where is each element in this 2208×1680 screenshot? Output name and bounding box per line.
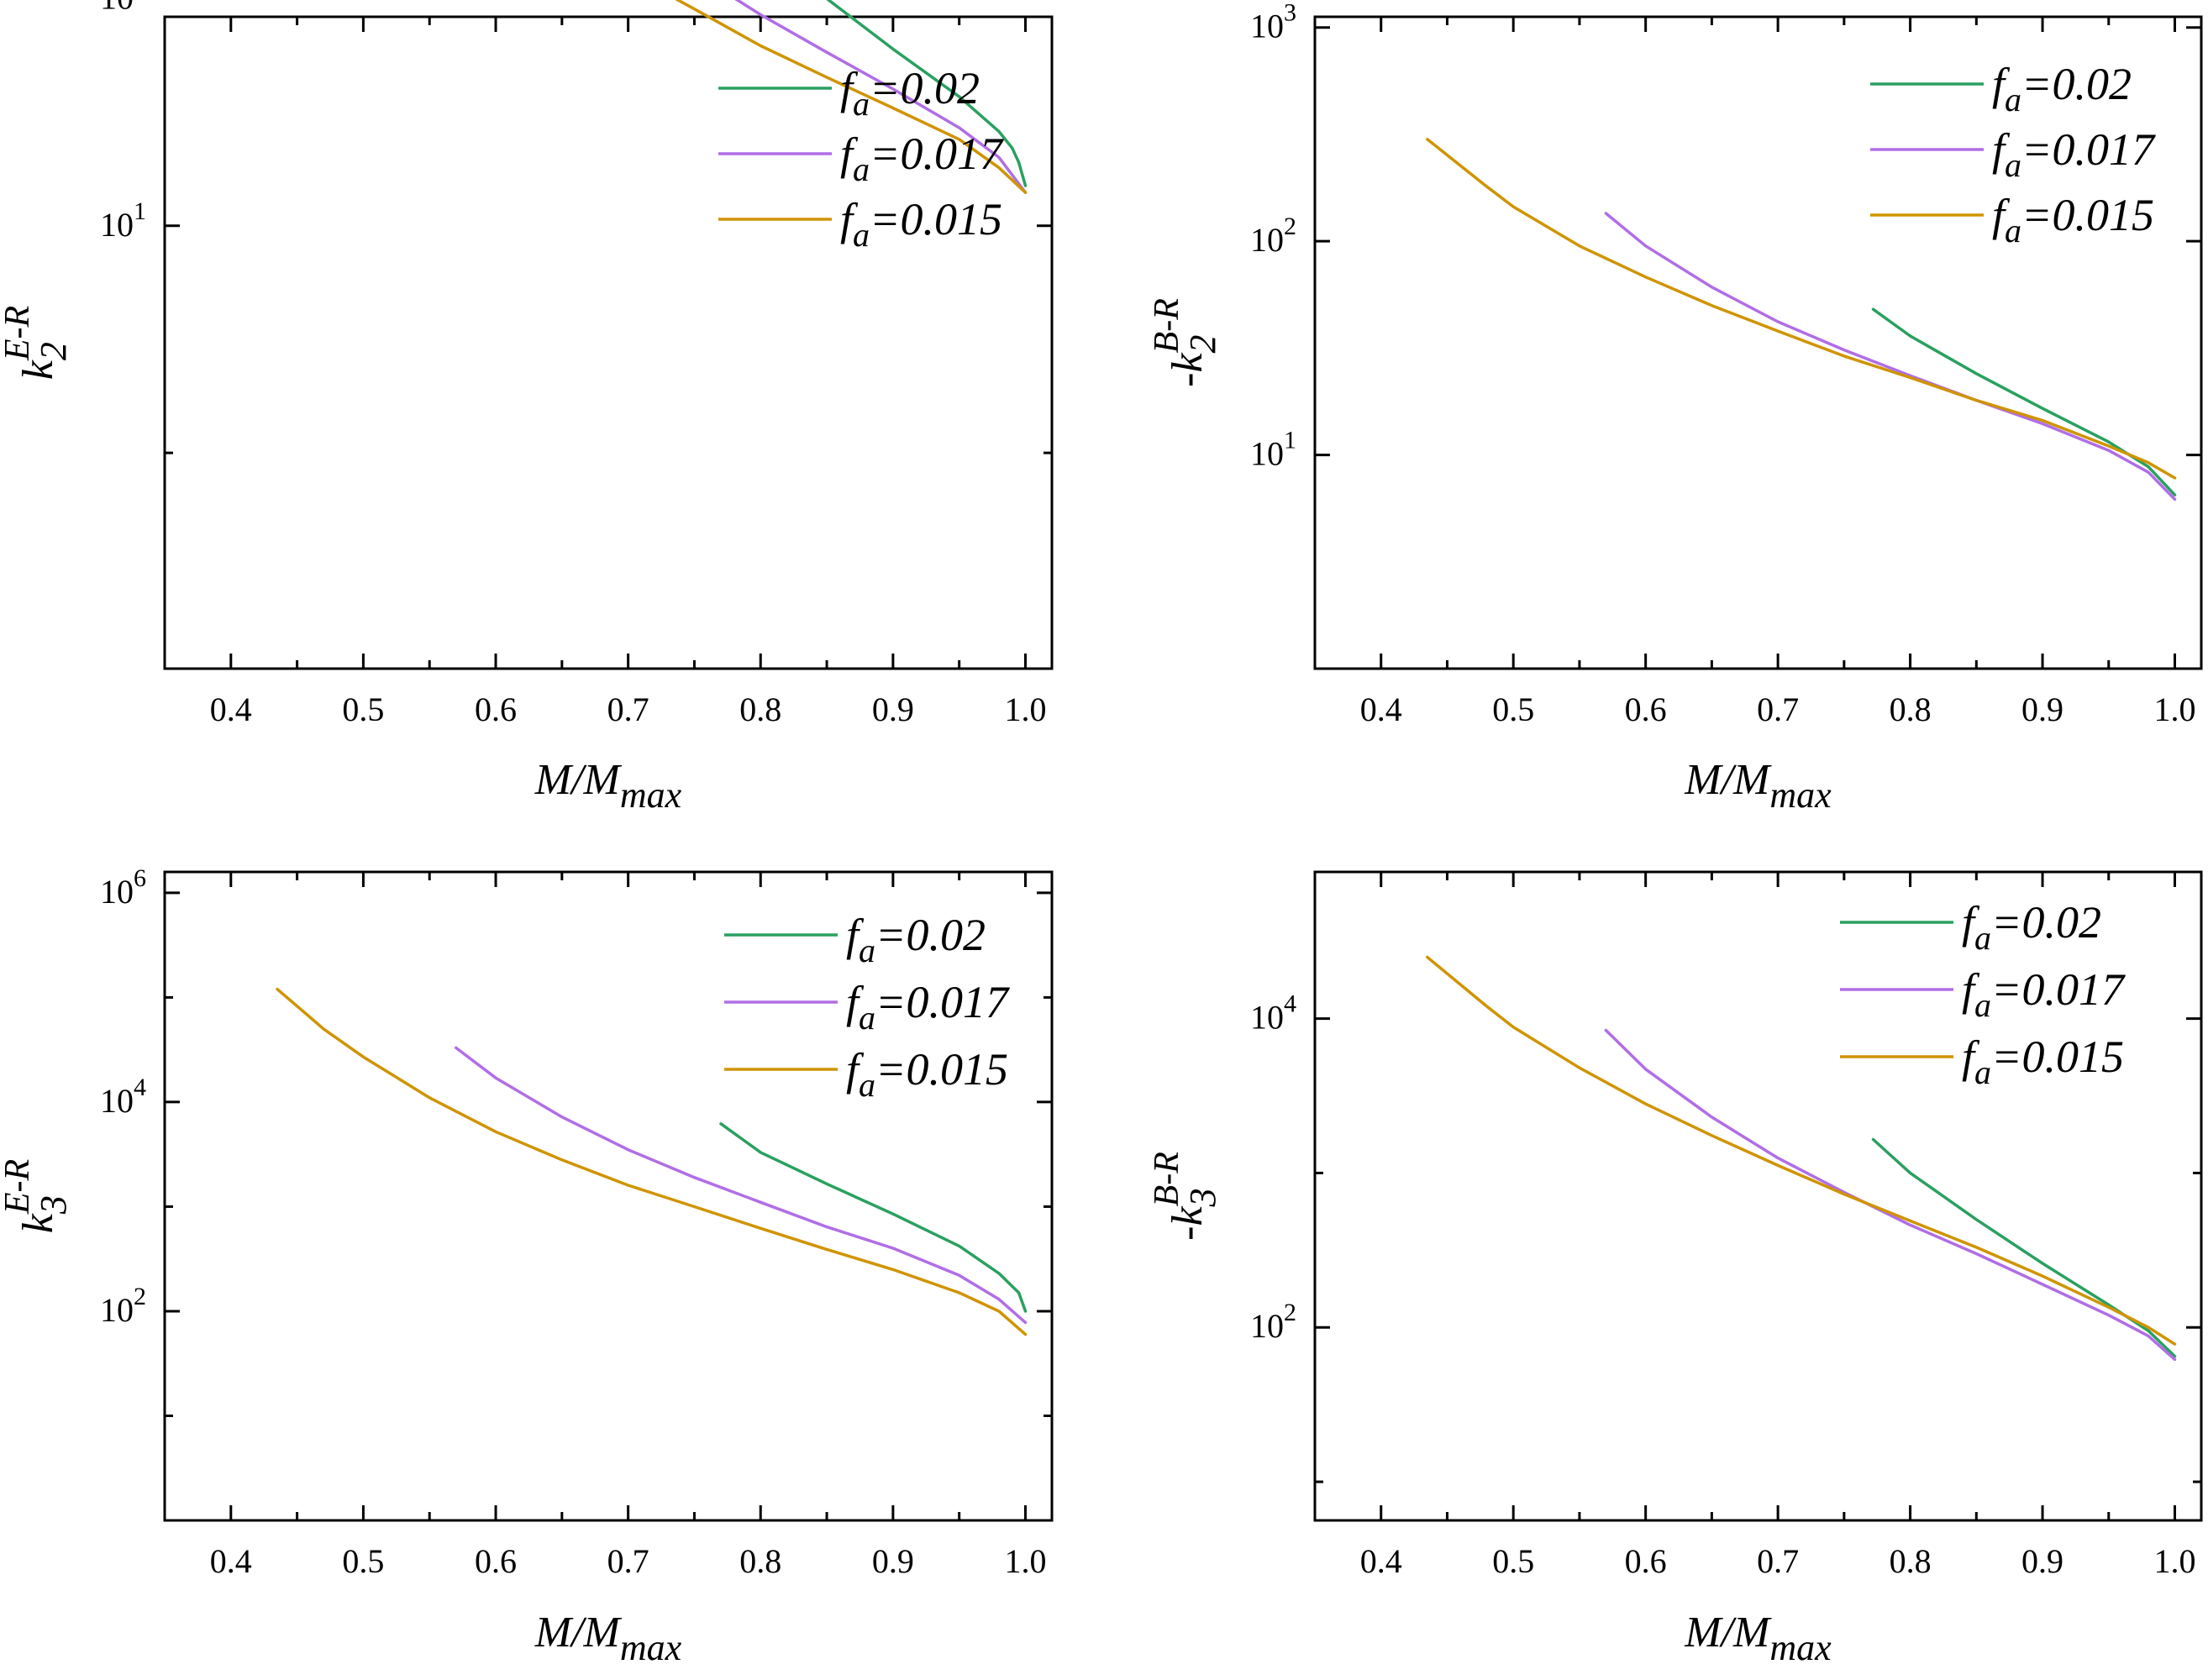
x-tick-label: 0.4 — [1360, 690, 1402, 728]
x-tick-label: 0.7 — [607, 1542, 649, 1580]
series-line-fa=0.017 — [734, 0, 1028, 194]
x-tick-label: 0.4 — [210, 690, 252, 728]
legend-entry: fa=0.015 — [846, 1044, 1008, 1104]
x-tick-label: 0.8 — [1890, 690, 1932, 728]
x-tick-label: 0.5 — [1492, 690, 1534, 728]
x-tick-label: 0.9 — [2021, 690, 2063, 728]
x-tick-label: 0.7 — [1757, 690, 1799, 728]
legend-entry: fa=0.02 — [846, 910, 986, 969]
series-line-fa=0.02 — [719, 1122, 1028, 1313]
legend-entry: fa=0.02 — [1992, 59, 2132, 118]
x-axis-label: M/Mmax — [1684, 756, 1832, 816]
x-tick-label: 0.6 — [475, 690, 517, 728]
x-axis-label: M/Mmax — [534, 1609, 682, 1668]
x-tick-label: 0.8 — [739, 690, 781, 728]
y-tick-label: 102 — [1250, 1299, 1296, 1345]
legend-entry: fa=0.017 — [840, 129, 1004, 188]
y-tick-label: 106 — [100, 864, 146, 911]
plot-frame — [1313, 15, 2203, 670]
x-tick-label: 1.0 — [2154, 1542, 2196, 1580]
x-tick-label: 0.4 — [210, 1542, 252, 1580]
series-line-fa=0.017 — [1604, 212, 2177, 501]
chart-panel-k3-E-R: 0.4 0.5 0.6 0.7 0.8 0.9 1.0 102 104 106 fa=0.02 fa=… — [0, 864, 1054, 1668]
x-tick-label: 0.9 — [872, 1542, 914, 1580]
legend-entry: fa=0.017 — [1992, 124, 2156, 184]
legend-entry: fa=0.015 — [1992, 190, 2154, 249]
series-line-fa=0.015 — [276, 987, 1028, 1336]
y-tick-label: 104 — [100, 1074, 146, 1120]
x-tick-label: 0.9 — [872, 690, 914, 728]
y-tick-label: 102 — [100, 1283, 146, 1329]
series-line-fa=0.017 — [1604, 1028, 2177, 1362]
y-tick-label: 103 — [1250, 0, 1296, 45]
series-line-fa=0.015 — [1426, 955, 2177, 1346]
legend-entry: fa=0.02 — [840, 63, 980, 123]
plot-frame — [163, 15, 1054, 670]
y-axis-label: k2E-R — [0, 306, 74, 380]
chart-panel-k2-E-R: 0.40.50.60.70.80.91.0101102103fa=0.02fa=… — [0, 0, 1054, 816]
plot-frame — [1313, 870, 2203, 1522]
legend-entry: fa=0.015 — [840, 194, 1002, 254]
y-axis-label: -k3B-R — [1148, 1152, 1223, 1241]
x-tick-label: 0.8 — [739, 1542, 781, 1580]
x-tick-label: 0.5 — [1492, 1542, 1534, 1580]
x-tick-label: 0.7 — [1757, 1542, 1799, 1580]
y-tick-label: 102 — [100, 0, 146, 16]
x-tick-label: 1.0 — [2154, 690, 2196, 728]
y-tick-label: 101 — [1250, 427, 1296, 473]
x-tick-label: 0.7 — [607, 690, 649, 728]
x-axis-label: M/Mmax — [534, 756, 682, 816]
series-line-fa=0.017 — [454, 1046, 1028, 1325]
chart-panel-k2-B-R: 0.4 0.5 0.6 0.7 0.8 0.9 1.0 101 102 103 fa=0.02 fa=… — [1148, 0, 2203, 816]
x-tick-label: 0.6 — [1625, 690, 1667, 728]
x-tick-label: 0.5 — [342, 690, 384, 728]
series-line-fa=0.02 — [1871, 1137, 2177, 1358]
y-axis-label: -k2B-R — [1148, 298, 1223, 387]
chart-panel-k3-B-R: 0.4 0.5 0.6 0.7 0.8 0.9 1.0 102 104 fa=0.02 fa=0.0… — [1148, 870, 2203, 1668]
legend-entry: fa=0.017 — [846, 977, 1010, 1037]
series-line-fa=0.02 — [1871, 307, 2177, 496]
series-line-fa=0.015 — [675, 0, 1028, 194]
x-tick-label: 0.4 — [1360, 1542, 1402, 1580]
x-tick-label: 0.6 — [1625, 1542, 1667, 1580]
series-line-fa=0.015 — [1426, 138, 2177, 480]
x-tick-label: 0.5 — [342, 1542, 384, 1580]
legend-entry: fa=0.02 — [1962, 897, 2101, 957]
x-tick-label: 1.0 — [1004, 690, 1046, 728]
legend-entry: fa=0.017 — [1962, 964, 2126, 1024]
x-tick-label: 0.6 — [475, 1542, 517, 1580]
x-tick-label: 0.8 — [1890, 1542, 1932, 1580]
y-axis-label: k3E-R — [0, 1159, 74, 1233]
series-line-fa=0.02 — [826, 0, 1028, 187]
x-tick-label: 0.9 — [2021, 1542, 2063, 1580]
plot-frame — [163, 870, 1054, 1522]
x-tick-label: 1.0 — [1004, 1542, 1046, 1580]
y-tick-label: 101 — [100, 197, 146, 244]
y-tick-label: 104 — [1250, 990, 1296, 1037]
x-axis-label: M/Mmax — [1684, 1609, 1832, 1668]
legend-entry: fa=0.015 — [1962, 1032, 2124, 1091]
y-tick-label: 102 — [1250, 213, 1296, 259]
